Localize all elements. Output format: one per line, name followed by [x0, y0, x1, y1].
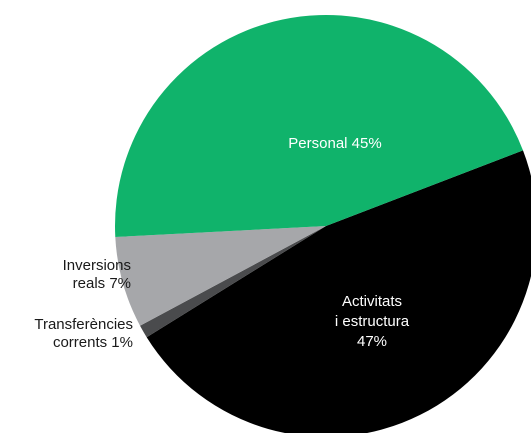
slice-label-activitats-line2: i estructura: [335, 313, 410, 330]
slice-label-inversions: Inversions reals 7%: [63, 257, 131, 293]
pie-slices: [115, 15, 531, 433]
slice-label-inversions-line1: Inversions: [63, 257, 131, 275]
slice-label-transfer-line2: corrents 1%: [34, 334, 133, 352]
slice-label-activitats-line3: 47%: [357, 333, 387, 350]
slice-label-inversions-line2: reals 7%: [63, 275, 131, 293]
slice-label-activitats-line1: Activitats: [342, 293, 402, 310]
slice-label-transferencies: Transferències corrents 1%: [34, 316, 133, 352]
slice-label-personal: Personal 45%: [288, 135, 381, 152]
slice-label-transfer-line1: Transferències: [34, 316, 133, 334]
